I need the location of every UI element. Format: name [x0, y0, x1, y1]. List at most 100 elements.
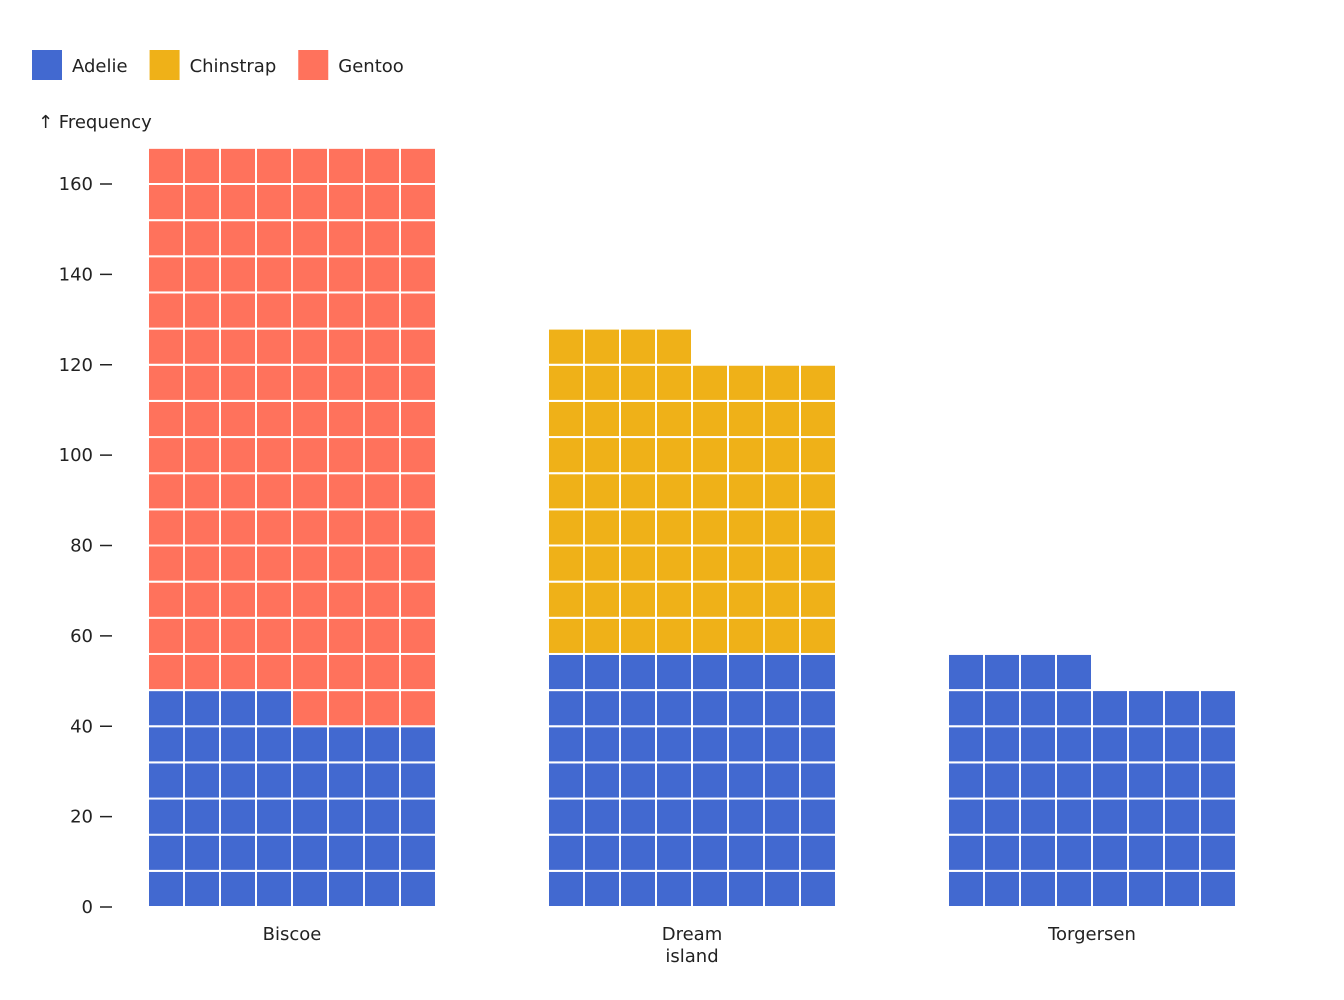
cell-adelie	[1019, 689, 1057, 728]
cell-adelie	[763, 725, 801, 764]
cell-gentoo	[183, 652, 221, 692]
cell-adelie	[583, 725, 621, 764]
cell-chinstrap	[691, 616, 729, 655]
cell-gentoo	[363, 146, 401, 186]
cell-adelie	[763, 797, 801, 836]
cell-gentoo	[291, 327, 329, 366]
cell-chinstrap	[619, 472, 657, 511]
cell-chinstrap	[547, 580, 585, 619]
cell-adelie	[655, 761, 693, 800]
cell-gentoo	[327, 183, 365, 222]
cell-adelie	[763, 869, 801, 908]
cell-adelie	[763, 689, 801, 728]
cell-adelie	[547, 725, 585, 764]
cell-gentoo	[255, 291, 293, 330]
y-tick-label: 20	[70, 807, 93, 828]
cell-adelie	[1091, 797, 1129, 836]
cell-adelie	[727, 652, 765, 692]
cell-chinstrap	[763, 436, 801, 475]
cell-adelie	[799, 869, 837, 908]
cell-gentoo	[219, 616, 257, 655]
cell-adelie	[727, 761, 765, 800]
cell-adelie	[947, 797, 985, 836]
cell-gentoo	[147, 544, 185, 583]
x-tick-label: island	[665, 946, 718, 967]
cell-gentoo	[147, 616, 185, 655]
cell-gentoo	[399, 363, 437, 402]
cell-gentoo	[363, 544, 401, 583]
cell-chinstrap	[691, 399, 729, 439]
cell-adelie	[1127, 689, 1165, 728]
cell-chinstrap	[655, 616, 693, 655]
cell-gentoo	[399, 472, 437, 511]
cell-adelie	[255, 761, 293, 800]
cell-chinstrap	[547, 399, 585, 439]
cell-adelie	[363, 833, 401, 872]
cell-chinstrap	[691, 472, 729, 511]
legend-label-chinstrap: Chinstrap	[190, 56, 277, 77]
cell-gentoo	[183, 291, 221, 330]
cell-chinstrap	[655, 327, 693, 366]
cell-gentoo	[327, 399, 365, 439]
cell-gentoo	[255, 219, 293, 258]
cell-adelie	[1019, 761, 1057, 800]
cell-adelie	[147, 761, 185, 800]
cell-chinstrap	[547, 508, 585, 547]
cell-chinstrap	[799, 580, 837, 619]
cell-adelie	[727, 869, 765, 908]
cell-adelie	[1163, 833, 1201, 872]
cell-gentoo	[147, 436, 185, 475]
cell-adelie	[1019, 869, 1057, 908]
cell-gentoo	[399, 689, 437, 728]
cell-chinstrap	[763, 616, 801, 655]
cell-gentoo	[399, 508, 437, 547]
cell-chinstrap	[727, 508, 765, 547]
cell-adelie	[1199, 869, 1237, 908]
y-tick-label: 140	[59, 264, 93, 285]
cell-gentoo	[327, 291, 365, 330]
cell-adelie	[691, 797, 729, 836]
cell-adelie	[1019, 797, 1057, 836]
cell-gentoo	[255, 580, 293, 619]
y-axis: 0 20 40 60 80 100 120 140 160	[59, 174, 112, 918]
cell-chinstrap	[547, 472, 585, 511]
cell-gentoo	[183, 363, 221, 402]
cell-adelie	[727, 797, 765, 836]
cell-adelie	[291, 797, 329, 836]
cell-gentoo	[219, 291, 257, 330]
cell-gentoo	[255, 183, 293, 222]
cell-chinstrap	[583, 472, 621, 511]
cell-adelie	[1199, 833, 1237, 872]
cell-gentoo	[219, 508, 257, 547]
cell-chinstrap	[655, 580, 693, 619]
cell-adelie	[1199, 725, 1237, 764]
cell-adelie	[983, 652, 1021, 692]
cell-gentoo	[219, 580, 257, 619]
cell-gentoo	[363, 291, 401, 330]
y-tick-label: 160	[59, 174, 93, 195]
cell-chinstrap	[619, 580, 657, 619]
cell-adelie	[147, 797, 185, 836]
cell-adelie	[583, 761, 621, 800]
cell-gentoo	[183, 183, 221, 222]
cell-gentoo	[255, 255, 293, 294]
cell-gentoo	[291, 291, 329, 330]
cell-adelie	[799, 652, 837, 692]
cell-adelie	[691, 689, 729, 728]
cell-adelie	[291, 761, 329, 800]
cell-adelie	[1055, 725, 1093, 764]
cell-gentoo	[327, 146, 365, 186]
cell-chinstrap	[727, 363, 765, 402]
cell-chinstrap	[691, 580, 729, 619]
cell-adelie	[655, 869, 693, 908]
cell-gentoo	[219, 219, 257, 258]
cell-adelie	[1055, 761, 1093, 800]
cell-gentoo	[183, 146, 221, 186]
cell-gentoo	[399, 146, 437, 186]
cell-adelie	[799, 797, 837, 836]
cell-adelie	[255, 869, 293, 908]
cell-adelie	[983, 689, 1021, 728]
cell-chinstrap	[691, 363, 729, 402]
x-tick-label: Torgersen	[1047, 924, 1136, 945]
